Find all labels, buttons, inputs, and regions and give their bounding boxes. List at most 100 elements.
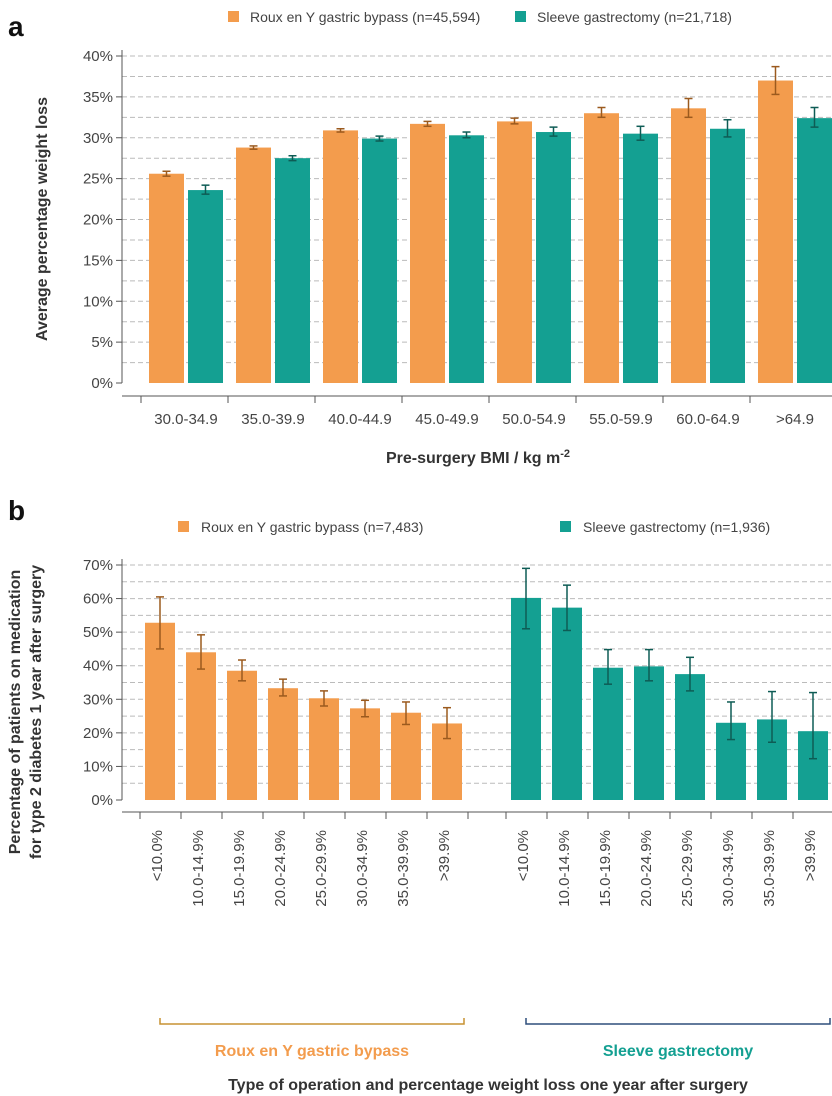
panel-b-gridlines — [122, 564, 832, 784]
error-bar-sleeve-wl-3 — [645, 648, 653, 682]
panel-b-x-axis-title: Type of operation and percentage weight … — [228, 1077, 748, 1094]
panel-b-x-axis: <10.0% 10.0-14.9% 15.0-19.9% 20.0-24.9% 25.0… — [122, 811, 832, 907]
bar-sleeve-bmi-4 — [536, 132, 571, 383]
panel-a-x-tick-label: 30.0-34.9 — [154, 411, 217, 428]
panel-a-x-tick-label: 50.0-54.9 — [502, 411, 565, 428]
panel-b-x-tick-label: <10.0% — [149, 830, 166, 881]
error-bar-bypass-wl-3 — [279, 678, 287, 697]
panel-b-y-tick-label: 40% — [83, 658, 113, 675]
panel-b-y-axis: 0% 10% 20% 30% 40% 50% 60% 70% — [83, 557, 123, 809]
bar-bypass-wl-5 — [350, 708, 380, 800]
panel-a-y-tick-label: 35% — [83, 89, 113, 106]
bar-bypass-bmi-7 — [758, 80, 793, 384]
group-bracket-sleeve — [525, 1018, 831, 1025]
panel-a-y-tick-label: 0% — [91, 375, 113, 392]
panel-b-y-tick-label: 0% — [91, 792, 113, 809]
legend-swatch-bypass — [178, 521, 189, 532]
error-bar-sleeve-bmi-4 — [549, 126, 558, 137]
panel-b-x-tick-label: 35.0-39.9% — [761, 830, 778, 907]
panel-a-x-tick-label: 40.0-44.9 — [328, 411, 391, 428]
error-bar-sleeve-bmi-5 — [636, 125, 645, 141]
error-bar-bypass-wl-1 — [197, 634, 205, 670]
panel-letter-a: a — [8, 11, 24, 42]
panel-a-y-tick-label: 25% — [83, 171, 113, 188]
panel-b-x-tick-label: <10.0% — [515, 830, 532, 881]
panel-b-x-tick-label: 10.0-14.9% — [556, 830, 573, 907]
error-bar-sleeve-wl-5 — [727, 701, 735, 741]
panel-b-x-tick-label: >39.9% — [436, 830, 453, 881]
panel-b-x-tick-label: 30.0-34.9% — [354, 830, 371, 907]
error-bar-sleeve-wl-6 — [768, 690, 776, 744]
panel-b-bars — [145, 567, 828, 800]
legend-swatch-bypass — [228, 11, 239, 22]
bar-bypass-bmi-3 — [410, 123, 445, 383]
panel-a-x-tick-label: >64.9 — [776, 411, 814, 428]
bar-bypass-wl-6 — [391, 712, 421, 800]
bar-sleeve-bmi-5 — [623, 133, 658, 383]
panel-a-y-axis-title: Average percentage weight loss — [34, 97, 51, 341]
bar-bypass-bmi-0 — [149, 173, 184, 383]
panel-b-x-tick-label: 20.0-24.9% — [272, 830, 289, 907]
group-label-bypass: Roux en Y gastric bypass — [215, 1043, 409, 1060]
bar-bypass-wl-2 — [227, 670, 257, 800]
bar-bypass-bmi-5 — [584, 113, 619, 383]
error-bar-sleeve-bmi-2 — [375, 135, 384, 142]
panel-b-x-tick-label: 35.0-39.9% — [395, 830, 412, 907]
panel-b-y-axis-title-line1: Percentage of patients on medication — [7, 570, 24, 855]
panel-b-y-tick-label: 30% — [83, 691, 113, 708]
error-bar-bypass-wl-5 — [361, 699, 369, 718]
panel-b-legend: Roux en Y gastric bypass (n=7,483) Sleev… — [178, 519, 770, 535]
bar-bypass-wl-3 — [268, 688, 298, 800]
panel-a-x-axis: 30.0-34.9 35.0-39.9 40.0-44.9 45.0-49.9 50.0… — [122, 395, 832, 428]
panel-b-x-tick-label: 15.0-19.9% — [597, 830, 614, 907]
panel-a-legend: Roux en Y gastric bypass (n=45,594) Slee… — [228, 9, 732, 25]
error-bar-sleeve-bmi-3 — [462, 131, 471, 139]
panel-b-chart: b Roux en Y gastric bypass (n=7,483) Sle… — [7, 495, 832, 1094]
error-bar-sleeve-bmi-6 — [723, 119, 732, 138]
error-bar-sleeve-bmi-0 — [201, 184, 210, 195]
bar-bypass-wl-0 — [145, 622, 175, 800]
panel-a-y-tick-label: 15% — [83, 252, 113, 269]
bar-sleeve-bmi-0 — [188, 190, 223, 383]
panel-b-x-tick-label: 25.0-29.9% — [679, 830, 696, 907]
bar-sleeve-wl-2 — [593, 667, 623, 800]
bar-sleeve-bmi-2 — [362, 138, 397, 383]
panel-b-x-tick-label: >39.9% — [802, 830, 819, 881]
panel-b-x-tick-label: 25.0-29.9% — [313, 830, 330, 907]
error-bar-sleeve-bmi-7 — [810, 106, 819, 128]
panel-b-group-brackets: Roux en Y gastric bypass Sleeve gastrecto… — [159, 1018, 831, 1060]
error-bar-bypass-bmi-7 — [771, 65, 780, 96]
panel-a-chart: a Roux en Y gastric bypass (n=45,594) Sl… — [8, 9, 832, 467]
error-bar-bypass-bmi-5 — [597, 106, 606, 119]
panel-a-x-tick-label: 55.0-59.9 — [589, 411, 652, 428]
error-bar-bypass-wl-4 — [320, 690, 328, 707]
panel-b-y-tick-label: 60% — [83, 591, 113, 608]
bar-sleeve-bmi-1 — [275, 158, 310, 383]
error-bar-bypass-bmi-0 — [162, 170, 171, 177]
bar-sleeve-bmi-7 — [797, 118, 832, 383]
panel-b-y-tick-label: 10% — [83, 758, 113, 775]
legend-label-bypass: Roux en Y gastric bypass (n=7,483) — [201, 519, 423, 535]
error-bar-bypass-wl-0 — [156, 596, 164, 650]
panel-a-y-axis: 0% 5% 10% 15% 20% 25% 30% 35% 40% — [83, 48, 123, 392]
panel-b-y-tick-label: 50% — [83, 624, 113, 641]
error-bar-bypass-bmi-3 — [423, 120, 432, 128]
legend-label-bypass: Roux en Y gastric bypass (n=45,594) — [250, 9, 480, 25]
panel-a-x-tick-label: 45.0-49.9 — [415, 411, 478, 428]
panel-a-x-axis-title: Pre-surgery BMI / kg m-2 — [386, 448, 570, 467]
bar-sleeve-wl-0 — [511, 597, 541, 800]
panel-a-y-tick-label: 10% — [83, 293, 113, 310]
panel-a-y-tick-label: 20% — [83, 212, 113, 229]
error-bar-bypass-bmi-2 — [336, 128, 345, 133]
bar-bypass-bmi-6 — [671, 108, 706, 383]
panel-a-x-axis-title-main: Pre-surgery BMI / kg m — [386, 450, 560, 467]
error-bar-sleeve-wl-2 — [604, 648, 612, 685]
panel-b-y-tick-label: 70% — [83, 557, 113, 574]
legend-label-sleeve: Sleeve gastrectomy (n=21,718) — [537, 9, 732, 25]
bar-sleeve-bmi-6 — [710, 128, 745, 383]
panel-a-y-tick-label: 40% — [83, 48, 113, 65]
bar-bypass-bmi-4 — [497, 121, 532, 384]
bar-sleeve-bmi-3 — [449, 135, 484, 383]
panel-a-x-tick-label: 35.0-39.9 — [241, 411, 304, 428]
